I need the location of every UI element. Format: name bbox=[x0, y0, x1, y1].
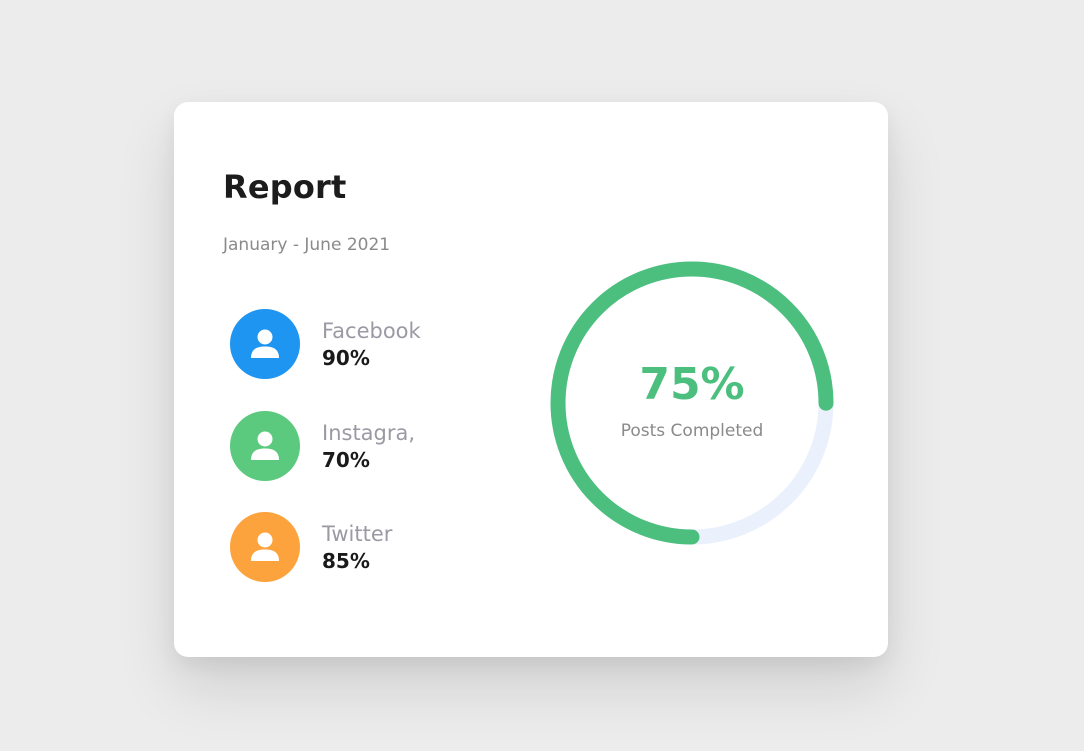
platform-item-instagram[interactable]: Instagra, 70% bbox=[230, 411, 490, 481]
platform-name: Instagra, bbox=[322, 421, 416, 445]
progress-value: 75% bbox=[639, 359, 745, 410]
platform-name: Twitter bbox=[322, 522, 393, 546]
report-date-range: January - June 2021 bbox=[223, 235, 391, 255]
report-title: Report bbox=[223, 168, 347, 206]
user-icon bbox=[251, 431, 279, 460]
platform-value: 85% bbox=[322, 549, 370, 573]
progress-ring-graphic bbox=[550, 261, 834, 545]
platform-name: Facebook bbox=[322, 319, 421, 343]
platform-value: 70% bbox=[322, 448, 370, 472]
platform-value: 90% bbox=[322, 346, 370, 370]
platform-item-facebook[interactable]: Facebook 90% bbox=[230, 309, 490, 379]
progress-caption: Posts Completed bbox=[620, 421, 764, 441]
progress-ring-fill bbox=[550, 261, 834, 545]
platform-avatar bbox=[230, 309, 300, 379]
user-icon bbox=[251, 329, 279, 358]
user-icon bbox=[251, 532, 279, 561]
report-card: Report January - June 2021 Facebook 90% … bbox=[174, 102, 888, 657]
platform-item-twitter[interactable]: Twitter 85% bbox=[230, 512, 490, 582]
platform-avatar bbox=[230, 512, 300, 582]
platform-avatar bbox=[230, 411, 300, 481]
posts-progress-ring: 75% Posts Completed bbox=[542, 253, 842, 553]
